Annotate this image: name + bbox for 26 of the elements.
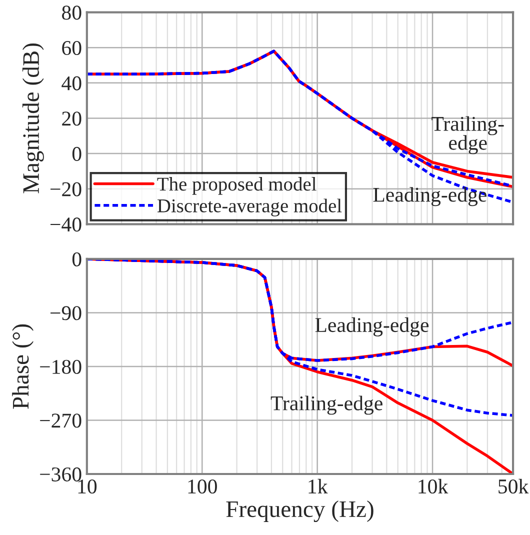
y-tick-label: −40 <box>50 218 82 232</box>
x-tick-label: 1k <box>308 478 328 494</box>
x-tick-label: 10 <box>78 479 97 494</box>
y-tick-label: −360 <box>40 467 82 482</box>
y-tick-label: −20 <box>50 182 82 196</box>
y-tick-label: −180 <box>40 360 82 374</box>
legend-label: The proposed model <box>157 177 316 195</box>
y-axis-title: Magnitude (dB) <box>22 44 44 194</box>
y-tick-label: 0 <box>72 252 82 266</box>
x-tick-label: 50k <box>498 478 529 494</box>
legend-label: Discrete-average model <box>157 198 342 216</box>
annotation: Leading-edge <box>315 317 429 336</box>
annotation: Leading-edge <box>373 187 486 206</box>
y-axis-title: Phase (°) <box>12 324 34 409</box>
y-tick-label: 40 <box>62 76 82 90</box>
y-tick-label: 0 <box>72 146 82 161</box>
y-tick-label: 20 <box>62 112 82 126</box>
x-tick-label: 100 <box>188 479 217 494</box>
annotation: Trailing-edge <box>270 396 382 415</box>
x-axis-title: Frequency (Hz) <box>226 500 374 522</box>
y-tick-label: 80 <box>62 6 82 20</box>
annotation: Trailing- edge <box>432 116 504 154</box>
y-tick-label: −270 <box>40 414 82 428</box>
y-tick-label: 60 <box>62 40 82 56</box>
y-tick-label: −90 <box>50 306 82 320</box>
x-tick-label: 10k <box>418 478 448 494</box>
